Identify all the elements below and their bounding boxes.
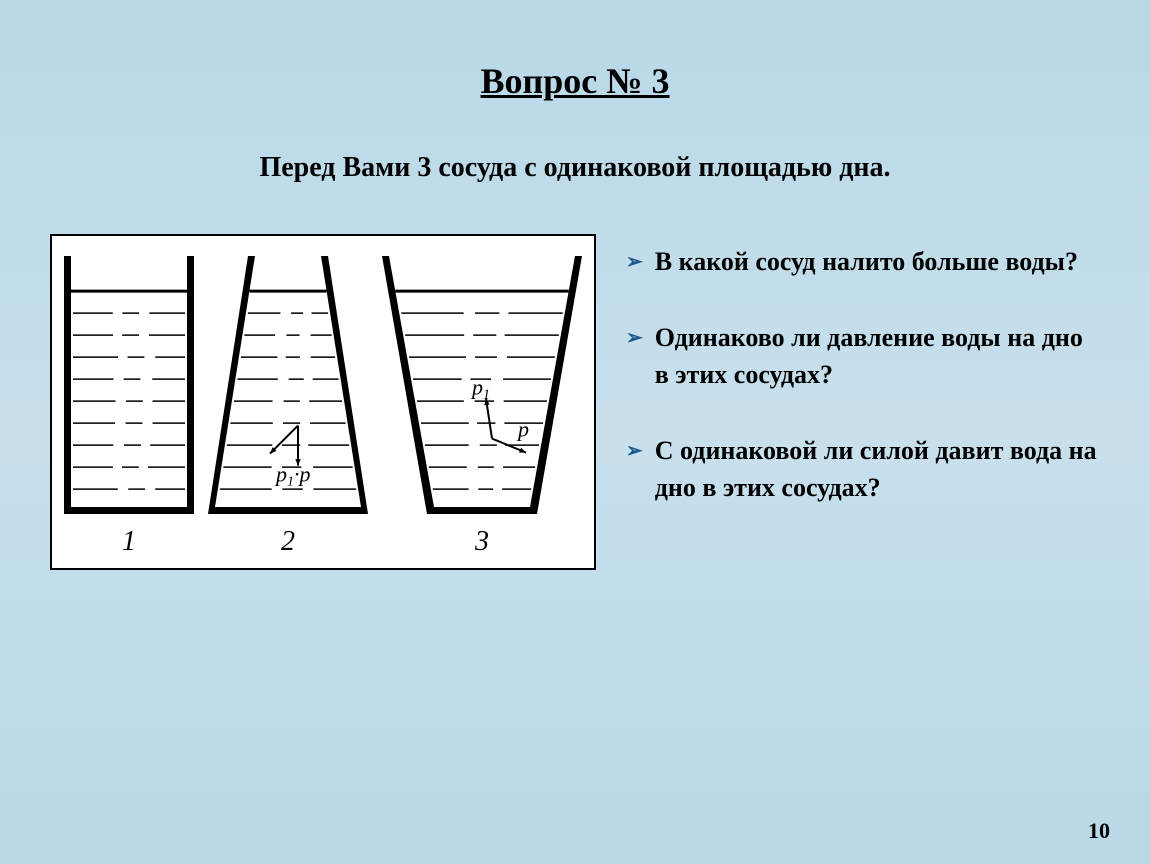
question-item: ➢ Одинаково ли давление воды на дно в эт… xyxy=(626,320,1100,393)
diagram-container: 1 p1·p 2 p1p 3 xyxy=(50,234,596,570)
page-number: 10 xyxy=(1088,818,1110,844)
bullet-icon: ➢ xyxy=(626,326,643,350)
question-text: С одинаковой ли силой давит вода на дно … xyxy=(655,433,1100,506)
vessel-group: p1·p 2 xyxy=(206,254,370,558)
vessel-label: 3 xyxy=(475,526,489,558)
vessel-group: p1p 3 xyxy=(380,254,584,558)
vessels-diagram: 1 p1·p 2 p1p 3 xyxy=(62,254,584,558)
vessel-label: 1 xyxy=(122,526,136,558)
vessel-svg: p1·p xyxy=(206,254,370,518)
question-text: Одинаково ли давление воды на дно в этих… xyxy=(655,320,1100,393)
vessel-svg xyxy=(62,254,196,518)
content-area: 1 p1·p 2 p1p 3 ➢ В какой сосуд налито больше… xyxy=(50,234,1100,570)
vessel-group: 1 xyxy=(62,254,196,558)
question-text: В какой сосуд налито больше воды? xyxy=(655,244,1078,280)
pressure-arrows: p1·p xyxy=(270,426,311,490)
vessel-svg: p1p xyxy=(380,254,584,518)
vessel-label: 2 xyxy=(281,526,295,558)
bullet-icon: ➢ xyxy=(626,250,643,274)
svg-text:p1·p: p1·p xyxy=(274,462,311,490)
question-item: ➢ С одинаковой ли силой давит вода на дн… xyxy=(626,433,1100,506)
question-item: ➢ В какой сосуд налито больше воды? xyxy=(626,244,1100,280)
bullet-icon: ➢ xyxy=(626,439,643,463)
subtitle: Перед Вами 3 сосуда с одинаковой площадь… xyxy=(50,152,1100,184)
questions-list: ➢ В какой сосуд налито больше воды? ➢ Од… xyxy=(626,234,1100,506)
pressure-arrows: p1p xyxy=(470,375,529,453)
svg-text:p: p xyxy=(516,417,529,442)
slide: Вопрос № 3 Перед Вами 3 сосуда с одинако… xyxy=(0,0,1150,864)
page-title: Вопрос № 3 xyxy=(50,60,1100,102)
